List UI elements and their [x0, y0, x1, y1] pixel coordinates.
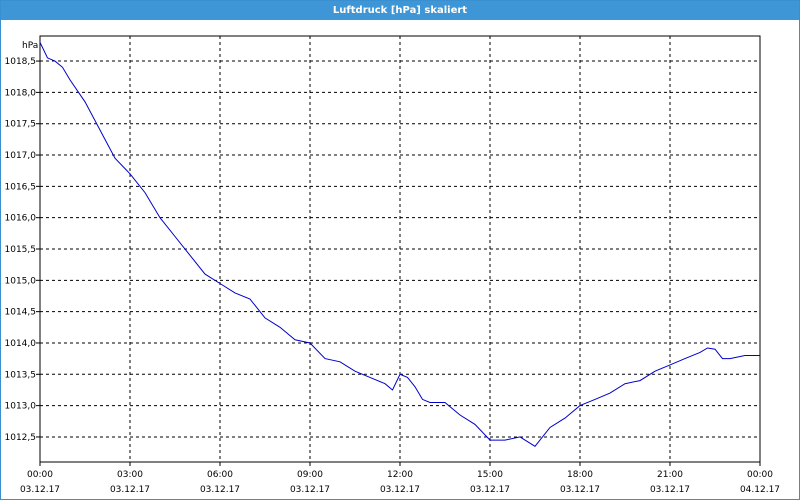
chart-title: Luftdruck [hPa] skaliert [1, 1, 799, 20]
y-tick-label: 1012,5 [5, 433, 37, 443]
y-tick-label: 1015,0 [5, 276, 37, 286]
x-tick-time-label: 12:00 [387, 470, 413, 480]
series-layer [39, 42, 760, 447]
x-tick-time-label: 03:00 [117, 470, 143, 480]
tick-labels: 1018,5 1018,0 1017,5 1017,0 1016,5 1016,0 1015… [5, 57, 781, 495]
x-tick-date-label: 03.12.17 [110, 485, 150, 495]
x-tick-date-label: 04.12.17 [740, 485, 780, 495]
x-tick-date-label: 03.12.17 [20, 485, 60, 495]
y-axis-unit-label: hPa [22, 41, 38, 51]
x-tick-time-label: 00:00 [747, 470, 773, 480]
y-tick-label: 1018,0 [5, 88, 37, 98]
y-tick-label: 1017,0 [5, 151, 37, 161]
y-tick-label: 1013,0 [5, 402, 37, 412]
x-tick-date-label: 03.12.17 [200, 485, 240, 495]
y-tick-label: 1013,5 [5, 370, 37, 380]
x-tick-time-label: 06:00 [207, 470, 233, 480]
y-tick-label: 1014,0 [5, 339, 37, 349]
y-tick-label: 1016,0 [5, 214, 37, 224]
y-tick-label: 1017,5 [5, 120, 37, 130]
y-tick-label: 1015,5 [5, 245, 37, 255]
x-tick-time-label: 15:00 [477, 470, 503, 480]
y-tick-label: 1018,5 [5, 57, 37, 67]
x-tick-date-label: 03.12.17 [380, 485, 420, 495]
x-tick-time-label: 09:00 [297, 470, 323, 480]
x-tick-date-label: 03.12.17 [470, 485, 510, 495]
series-line [39, 42, 760, 447]
y-tick-label: 1016,5 [5, 182, 37, 192]
y-tick-label: 1014,5 [5, 308, 37, 318]
plot-area [39, 35, 761, 463]
x-tick-time-label: 21:00 [657, 470, 683, 480]
x-tick-time-label: 00:00 [27, 470, 53, 480]
x-tick-time-label: 18:00 [567, 470, 593, 480]
grid-lines [36, 36, 761, 466]
x-tick-date-label: 03.12.17 [650, 485, 690, 495]
x-tick-date-label: 03.12.17 [560, 485, 600, 495]
x-tick-date-label: 03.12.17 [290, 485, 330, 495]
